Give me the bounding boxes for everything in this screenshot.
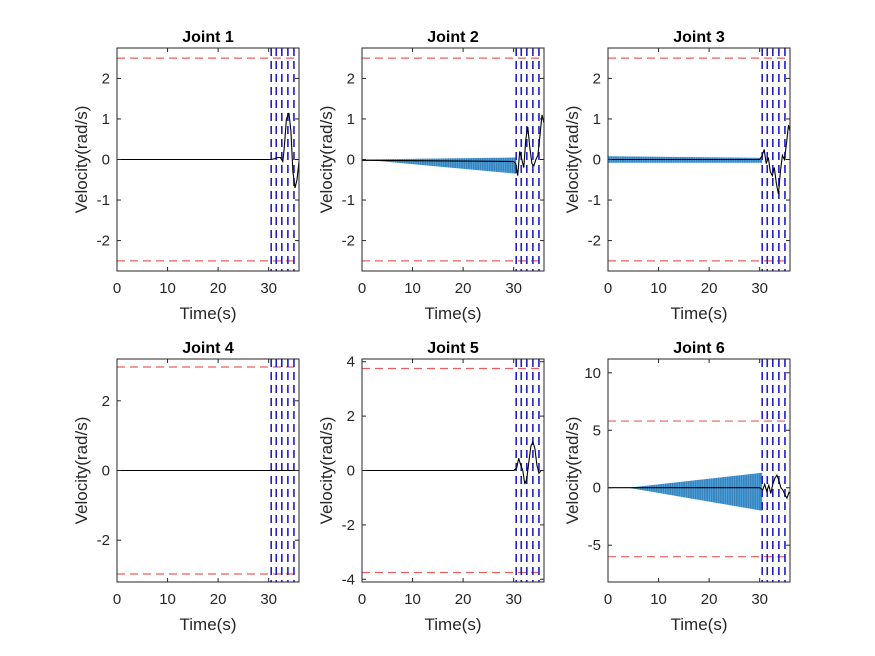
x-tick-label: 30	[260, 280, 277, 297]
x-tick-label: 30	[505, 280, 522, 297]
y-axis-label: Velocity(rad/s)	[563, 417, 582, 525]
data-layer	[608, 359, 790, 582]
x-tick-label: 10	[159, 280, 176, 297]
subplot-title: Joint 2	[427, 29, 479, 46]
y-tick-label: 0	[593, 480, 601, 497]
x-axis-label: Time(s)	[180, 304, 237, 323]
y-tick-label: 4	[347, 354, 355, 371]
x-tick-label: 20	[455, 591, 472, 608]
subplot-title: Joint 4	[182, 340, 234, 357]
subplot-joint-3: 0 10 20 30 -2 -1 0 1 2 Joint 3 Time(s) Velocity(rad…	[563, 29, 791, 323]
y-tick-label: 10	[584, 365, 601, 382]
x-tick-label: 20	[210, 280, 227, 297]
y-tick-label: 1	[102, 111, 110, 128]
x-tick-label: 0	[604, 280, 612, 297]
x-axis-label: Time(s)	[425, 304, 482, 323]
velocity-series-line	[608, 473, 790, 500]
data-layer	[362, 48, 544, 271]
velocity-series-line	[362, 114, 544, 176]
y-tick-label: 2	[593, 70, 601, 87]
y-tick-label: -5	[588, 537, 601, 554]
x-tick-label: 10	[650, 591, 667, 608]
x-axis-label: Time(s)	[671, 304, 728, 323]
subplot-joint-1: 0 10 20 30 -2 -1 0 1 2 Joint 1 Time(s) Velocity(rad…	[72, 29, 300, 323]
y-tick-label: 2	[347, 408, 355, 425]
x-tick-label: 20	[210, 591, 227, 608]
x-tick-label: 20	[455, 280, 472, 297]
y-tick-label: 0	[347, 463, 355, 480]
y-tick-label: -2	[588, 233, 601, 250]
x-tick-label: 10	[404, 591, 421, 608]
y-tick-label: 5	[593, 422, 601, 439]
velocity-series-line	[362, 440, 544, 485]
subplot-joint-6: 0 10 20 30 -5 0 5 10 Joint 6 Time(s) Velocity(rad/…	[563, 340, 791, 634]
x-tick-label: 20	[701, 591, 718, 608]
x-tick-label: 0	[113, 591, 121, 608]
oscillation-band	[628, 472, 763, 511]
x-tick-label: 30	[260, 591, 277, 608]
data-layer	[117, 48, 299, 271]
x-tick-label: 0	[604, 591, 612, 608]
x-tick-label: 30	[751, 591, 768, 608]
y-tick-label: 1	[593, 111, 601, 128]
y-axis-label: Velocity(rad/s)	[563, 106, 582, 214]
x-tick-label: 30	[751, 280, 768, 297]
subplot-title: Joint 5	[427, 340, 479, 357]
y-axis-label: Velocity(rad/s)	[317, 106, 336, 214]
velocity-series-line	[117, 112, 299, 189]
y-tick-label: -2	[97, 233, 110, 250]
y-tick-label: 0	[102, 463, 110, 480]
subplot-title: Joint 1	[182, 29, 234, 46]
y-tick-label: 0	[102, 152, 110, 169]
x-tick-label: 10	[159, 591, 176, 608]
y-axis-label: Velocity(rad/s)	[72, 417, 91, 525]
data-layer	[117, 359, 299, 582]
y-axis-label: Velocity(rad/s)	[317, 417, 336, 525]
y-tick-label: -2	[342, 517, 355, 534]
x-tick-label: 0	[113, 280, 121, 297]
x-tick-label: 30	[505, 591, 522, 608]
y-tick-label: 0	[347, 152, 355, 169]
plot-area	[608, 359, 790, 582]
y-tick-label: 2	[102, 393, 110, 410]
x-axis-label: Time(s)	[671, 615, 728, 634]
x-tick-label: 10	[650, 280, 667, 297]
x-tick-label: 0	[358, 591, 366, 608]
y-tick-label: 2	[102, 70, 110, 87]
subplot-joint-5: 0 10 20 30 -4 -2 0 2 4 Joint 5 Time(s) Velocity(rad…	[317, 340, 545, 634]
y-tick-label: -1	[588, 192, 601, 209]
subplot-joint-2: 0 10 20 30 -2 -1 0 1 2 Joint 2 Time(s) Velocity(rad…	[317, 29, 545, 323]
subplot-title: Joint 3	[673, 29, 725, 46]
x-tick-label: 0	[358, 280, 366, 297]
data-layer	[608, 48, 790, 271]
subplot-joint-4: 0 10 20 30 -2 0 2 Joint 4 Time(s) Velocity(rad/s)	[72, 340, 300, 634]
x-tick-label: 20	[701, 280, 718, 297]
y-tick-label: -1	[97, 192, 110, 209]
y-tick-label: -4	[342, 571, 355, 588]
subplot-title: Joint 6	[673, 340, 725, 357]
y-tick-label: -1	[342, 192, 355, 209]
y-tick-label: -2	[97, 532, 110, 549]
y-tick-label: 2	[347, 70, 355, 87]
x-tick-label: 10	[404, 280, 421, 297]
y-tick-label: 0	[593, 152, 601, 169]
velocity-series-line	[608, 124, 790, 195]
data-layer	[362, 359, 544, 582]
axes-frame	[607, 358, 791, 583]
x-axis-label: Time(s)	[180, 615, 237, 634]
y-tick-label: 1	[347, 111, 355, 128]
y-axis-label: Velocity(rad/s)	[72, 106, 91, 214]
y-tick-label: -2	[342, 233, 355, 250]
x-axis-label: Time(s)	[425, 615, 482, 634]
